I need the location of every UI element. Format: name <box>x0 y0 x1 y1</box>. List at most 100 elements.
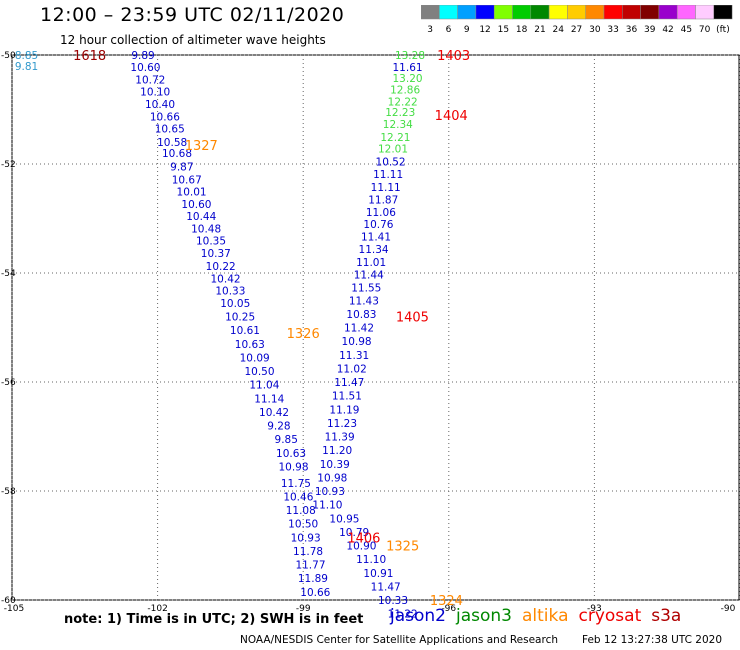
page-title: 12:00 – 23:59 UTC 02/11/2020 <box>40 4 345 26</box>
wave-height-label: 10.37 <box>201 248 231 260</box>
wave-height-label: 11.89 <box>298 573 328 585</box>
wave-height-label: 11.31 <box>339 350 369 362</box>
legend-swatch <box>457 5 477 20</box>
y-tick-label: -56 <box>1 378 16 388</box>
wave-height-label: 10.95 <box>329 513 359 525</box>
wave-height-label: 10.79 <box>339 527 369 539</box>
wave-height-label: 11.51 <box>332 391 362 403</box>
time-label: 1326 <box>287 327 320 342</box>
y-tick-label: -54 <box>1 269 16 279</box>
wave-height-label: 10.46 <box>283 491 313 503</box>
wave-height-label: 10.22 <box>206 261 236 273</box>
wave-height-label: 11.87 <box>368 194 398 206</box>
wave-height-label: 10.83 <box>346 309 376 321</box>
wave-height-label: 11.39 <box>325 432 355 444</box>
time-label: 1327 <box>185 139 218 154</box>
legend-swatch <box>713 5 733 20</box>
wave-height-label: 11.47 <box>371 581 401 593</box>
wave-height-label: 10.25 <box>225 312 255 324</box>
page-subtitle: 12 hour collection of altimeter wave hei… <box>60 33 326 47</box>
wave-height-label: 11.14 <box>254 393 284 405</box>
legend-swatch <box>493 5 513 20</box>
wave-height-label: 10.66 <box>150 112 180 124</box>
legend-swatch <box>676 5 696 20</box>
legend-label: 6 <box>446 25 452 35</box>
wave-height-label: 10.09 <box>240 352 270 364</box>
series-legend-s3a: s3a <box>651 606 682 626</box>
wave-height-label: 10.44 <box>186 211 216 223</box>
credit-text: NOAA/NESDIS Center for Satellite Applica… <box>240 634 558 646</box>
wave-height-label: 10.93 <box>315 486 345 498</box>
wave-height-label: 11.75 <box>281 478 311 490</box>
wave-height-label: 10.67 <box>172 174 202 186</box>
legend-label: 27 <box>571 25 582 35</box>
wave-height-label: 10.93 <box>291 532 321 544</box>
wave-height-label: 11.06 <box>366 207 396 219</box>
plot-frame <box>11 54 740 601</box>
time-label: 1405 <box>396 311 429 326</box>
wave-height-label: 10.42 <box>259 407 289 419</box>
wave-height-label: 10.33 <box>215 285 245 297</box>
wave-height-label: 10.48 <box>191 223 221 235</box>
wave-height-label: 10.66 <box>300 587 330 599</box>
wave-height-label: 10.60 <box>181 199 211 211</box>
footer-note: note: 1) Time is in UTC; 2) SWH is in fe… <box>64 612 364 627</box>
time-label: 1406 <box>347 531 380 546</box>
legend-swatch <box>530 5 550 20</box>
time-label: 1403 <box>437 49 470 64</box>
legend-label: 30 <box>589 25 601 35</box>
wave-height-label: 10.98 <box>342 336 372 348</box>
wave-height-label: 10.01 <box>177 186 207 198</box>
legend-swatch <box>548 5 568 20</box>
wave-height-label: 10.40 <box>145 99 175 111</box>
legend-swatch <box>640 5 660 20</box>
wave-height-label: 11.04 <box>249 380 279 392</box>
wave-height-label: 8.85 <box>15 50 38 62</box>
wave-height-label: 11.08 <box>286 505 316 517</box>
legend-label: 9 <box>464 25 470 35</box>
time-label: 1325 <box>386 540 419 555</box>
wave-height-label: 10.58 <box>157 137 187 149</box>
legend-swatch <box>421 5 440 20</box>
wave-height-label: 11.23 <box>327 418 357 430</box>
wave-height-label: 11.47 <box>334 377 364 389</box>
wave-height-label: 10.10 <box>140 87 170 99</box>
wave-height-label: 10.76 <box>363 219 393 231</box>
legend-label: 39 <box>644 25 656 35</box>
wave-height-label: 11.10 <box>312 500 342 512</box>
wave-height-label: 9.85 <box>275 434 298 446</box>
wave-height-label: 10.05 <box>220 298 250 310</box>
wave-height-label: 9.28 <box>267 421 290 433</box>
legend-swatch <box>603 5 623 20</box>
legend-label: 12 <box>479 25 490 35</box>
wave-height-label: 11.77 <box>295 560 325 572</box>
wave-height-label: 10.63 <box>235 339 265 351</box>
wave-height-label: 13.20 <box>393 73 423 85</box>
wave-height-label: 10.39 <box>320 459 350 471</box>
time-label: 1404 <box>435 109 468 124</box>
y-tick-label: -52 <box>1 160 16 170</box>
wave-height-label: 10.60 <box>130 62 160 74</box>
legend-label: 33 <box>607 25 618 35</box>
legend-label: 3 <box>427 25 433 35</box>
legend-swatch <box>512 5 532 20</box>
y-tick-label: -60 <box>1 596 16 606</box>
legend-label: 21 <box>534 25 545 35</box>
wave-height-label: 10.50 <box>288 519 318 531</box>
wave-height-label: 11.78 <box>293 546 323 558</box>
wave-height-label: 11.44 <box>354 270 384 282</box>
legend-label: (ft) <box>716 25 730 35</box>
legend-label: 24 <box>553 25 565 35</box>
wave-height-label: 10.91 <box>363 568 393 580</box>
wave-height-label: 10.72 <box>135 75 165 87</box>
wave-height-label: 11.42 <box>344 323 374 335</box>
wave-height-label: 11.11 <box>373 169 403 181</box>
color-scale-legend: 3 6 9 12 15 18 21 24 27 30 33 36 39 42 45 70 (ft) <box>421 5 733 35</box>
wave-height-label: 12.23 <box>385 107 415 119</box>
timestamp-text: Feb 12 13:27:38 UTC 2020 <box>582 634 722 646</box>
wave-height-label: 9.89 <box>131 50 154 62</box>
wave-height-label: 9.81 <box>15 61 38 73</box>
wave-height-label: 10.68 <box>162 148 192 160</box>
wave-height-label: 11.11 <box>371 182 401 194</box>
